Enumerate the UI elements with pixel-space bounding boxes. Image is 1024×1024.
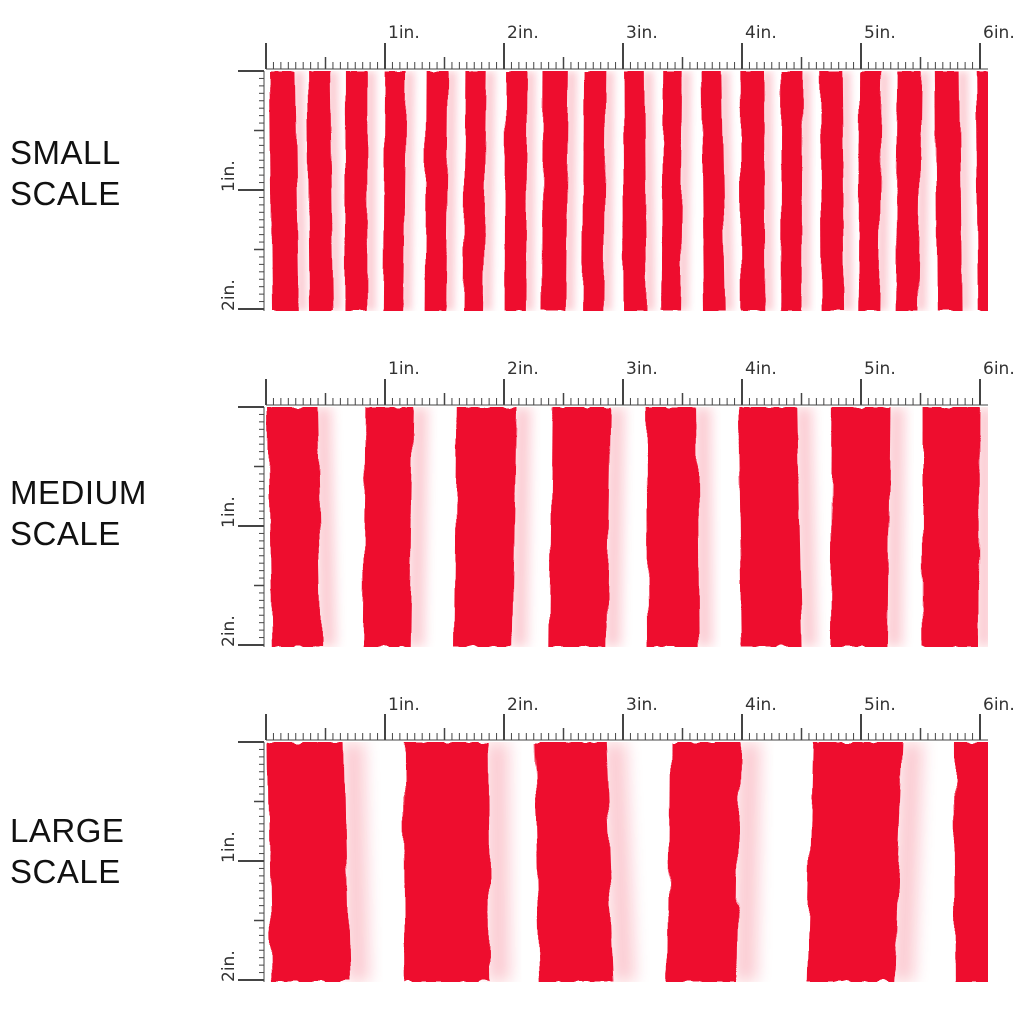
panel-large-scale: LARGE SCALE 1in. 2in. 3in. 4in. 5in. 6in. 1in.… xyxy=(0,680,1024,1020)
stripe-haze xyxy=(694,407,713,647)
panel-small-scale: SMALL SCALE 1in. 2in. 3in. 4in. 5in. 6in. 1in.… xyxy=(0,0,1024,340)
ruler-top-label: 3in. xyxy=(626,23,658,43)
red-stripe xyxy=(345,71,368,311)
ruler-top-label: 6in. xyxy=(983,359,1015,379)
red-stripe xyxy=(534,742,615,982)
ruler: 1in. 2in. 3in. 4in. 5in. 6in. 1in. 2in. xyxy=(219,359,1015,647)
red-stripe xyxy=(424,71,449,311)
ruler-top-label: 1in. xyxy=(388,23,420,43)
ruler-top-label: 4in. xyxy=(745,359,777,379)
ruler-top-label: 2in. xyxy=(507,359,539,379)
red-stripe xyxy=(935,71,963,311)
ruler-side-label: 1in. xyxy=(219,831,239,863)
stripe-haze xyxy=(762,71,773,311)
scale-label-line1: LARGE xyxy=(10,812,125,849)
red-stripe xyxy=(701,71,726,311)
scale-label-line2: SCALE xyxy=(10,853,121,890)
red-stripe xyxy=(504,71,527,311)
scale-label-line1: MEDIUM xyxy=(10,474,147,511)
ruler-side-label: 2in. xyxy=(219,279,239,311)
stripe-haze xyxy=(885,407,905,647)
red-stripe xyxy=(857,71,882,311)
ruler-top-label: 1in. xyxy=(388,695,420,715)
red-stripe xyxy=(463,71,487,311)
ruler-side-label: 2in. xyxy=(219,615,239,647)
red-stripe xyxy=(820,71,845,311)
stripe-haze xyxy=(976,407,988,647)
red-stripe xyxy=(307,71,333,311)
stripe-pattern xyxy=(268,407,988,647)
red-stripe xyxy=(740,71,765,311)
red-stripe xyxy=(268,742,349,982)
stripe-pattern xyxy=(270,71,988,311)
red-stripe xyxy=(363,407,414,647)
stripe-haze xyxy=(510,407,531,647)
stripe-haze xyxy=(734,742,761,982)
ruler-top-label: 3in. xyxy=(626,359,658,379)
ruler-top-label: 5in. xyxy=(864,23,896,43)
ruler-side-label: 2in. xyxy=(219,950,239,982)
stripe-haze xyxy=(365,71,376,311)
red-stripe xyxy=(738,407,803,647)
stripe-swatch xyxy=(266,71,988,311)
ruler-side-label: 1in. xyxy=(219,496,239,528)
red-stripe xyxy=(646,407,699,647)
red-stripe xyxy=(922,407,979,647)
red-stripe xyxy=(270,71,299,311)
stripe-haze xyxy=(799,71,811,311)
ruler-top-label: 2in. xyxy=(507,695,539,715)
ruler-side-label: 1in. xyxy=(219,160,239,192)
ruler-top-label: 6in. xyxy=(983,695,1015,715)
ruler-top-label: 5in. xyxy=(864,359,896,379)
red-stripe xyxy=(268,407,322,647)
scale-label: SMALL SCALE xyxy=(10,132,121,214)
scale-label-line2: SCALE xyxy=(10,515,121,552)
red-stripe xyxy=(541,71,569,311)
red-stripe xyxy=(549,407,611,647)
scale-label: LARGE SCALE xyxy=(10,810,124,892)
red-stripe xyxy=(830,407,891,647)
scale-label-line1: SMALL xyxy=(10,134,121,171)
red-stripe xyxy=(667,742,741,982)
red-stripe xyxy=(806,742,903,982)
stripe-pattern xyxy=(268,742,988,982)
stripe-swatch xyxy=(266,407,988,647)
red-stripe xyxy=(454,407,517,647)
stripe-haze xyxy=(342,742,369,982)
stripe-haze xyxy=(486,742,510,982)
stripe-haze xyxy=(407,407,428,647)
red-stripe xyxy=(780,71,803,311)
ruler-top-label: 3in. xyxy=(626,695,658,715)
stripe-swatch xyxy=(266,742,988,982)
red-stripe xyxy=(383,71,407,311)
ruler: 1in. 2in. 3in. 4in. 5in. 6in. 1in. 2in. xyxy=(219,23,1015,311)
ruler-top-label: 4in. xyxy=(745,23,777,43)
ruler-top-label: 1in. xyxy=(388,359,420,379)
ruler-top-label: 4in. xyxy=(745,695,777,715)
red-stripe xyxy=(954,742,988,982)
red-stripe xyxy=(582,71,606,311)
scale-label-line2: SCALE xyxy=(10,175,121,212)
red-stripe xyxy=(403,742,490,982)
ruler-top-label: 5in. xyxy=(864,695,896,715)
red-stripe xyxy=(661,71,683,311)
scale-label: MEDIUM SCALE xyxy=(10,472,147,554)
panel-medium-scale: MEDIUM SCALE 1in. 2in. 3in. 4in. 5in. 6in. 1in… xyxy=(0,340,1024,680)
ruler-top-label: 6in. xyxy=(983,23,1015,43)
red-stripe xyxy=(976,71,988,311)
ruler-top-label: 2in. xyxy=(507,23,539,43)
ruler: 1in. 2in. 3in. 4in. 5in. 6in. 1in. 2in. xyxy=(219,695,1015,982)
red-stripe xyxy=(895,71,922,311)
red-stripe xyxy=(623,71,647,311)
